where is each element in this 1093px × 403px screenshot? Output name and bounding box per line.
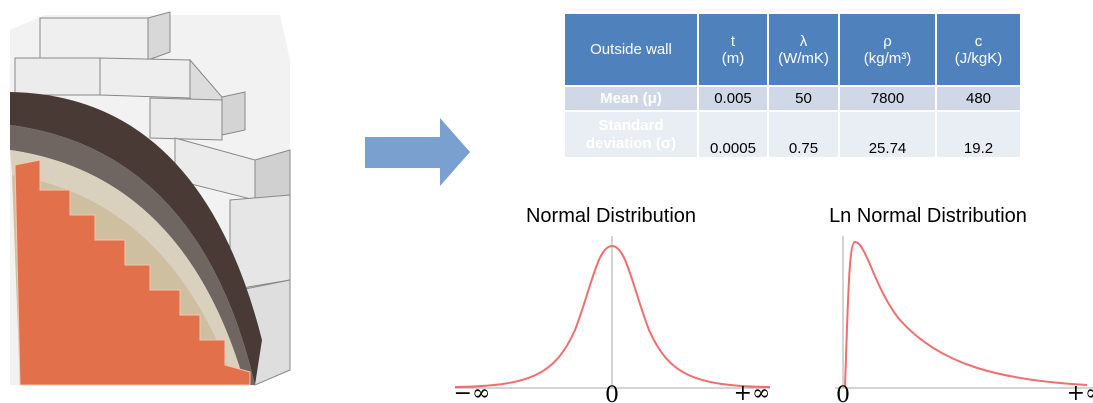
cell: 0.005	[697, 85, 769, 112]
header-cell: Outside wall	[563, 12, 699, 87]
unit: (W/mK)	[778, 49, 829, 67]
header-cell: λ (W/mK)	[767, 12, 840, 87]
cell: 7800	[838, 85, 937, 112]
cell: 50	[767, 85, 840, 112]
curve	[454, 244, 771, 388]
symbol: ρ	[883, 32, 892, 50]
chart-title: Normal Distribution	[526, 205, 696, 227]
axis-label: +∞	[734, 381, 771, 403]
property-table: Outside wall t (m) λ (W/mK) ρ (kg/m³) c (J/k…	[563, 12, 1022, 159]
cell: 25.74	[838, 110, 937, 159]
chart-title: Ln Normal Distribution	[829, 205, 1027, 227]
axis-label: +∞	[1067, 381, 1093, 403]
unit: (kg/m³)	[863, 49, 912, 67]
unit: (J/kgK)	[954, 49, 1003, 67]
cell: 0.0005	[697, 110, 769, 159]
header-cell: c (J/kgK)	[935, 12, 1022, 87]
symbol: c	[974, 32, 983, 50]
axis-label: 0	[605, 383, 619, 403]
axis-label: 0	[836, 383, 850, 403]
cell: 480	[935, 85, 1022, 112]
header-row: Outside wall t (m) λ (W/mK) ρ (kg/m³) c (J/k…	[563, 12, 1022, 87]
cell: 19.2	[935, 110, 1022, 159]
cell: 0.75	[767, 110, 840, 159]
curve	[844, 240, 1088, 388]
row-label: Standard deviation (σ)	[563, 110, 699, 159]
symbol: t	[730, 32, 736, 50]
header-cell: t (m)	[697, 12, 769, 87]
axis-label: −∞	[454, 381, 491, 403]
header-cell: ρ (kg/m³)	[838, 12, 937, 87]
row: Mean (μ) 0.005 50 7800 480	[563, 85, 1022, 112]
unit: (m)	[721, 49, 745, 67]
arrow	[365, 118, 470, 186]
symbol: λ	[799, 32, 808, 50]
wall-illustration	[10, 11, 291, 386]
row-label: Mean (μ)	[563, 85, 699, 112]
row: Standard deviation (σ) 0.0005 0.75 25.74…	[563, 110, 1022, 159]
